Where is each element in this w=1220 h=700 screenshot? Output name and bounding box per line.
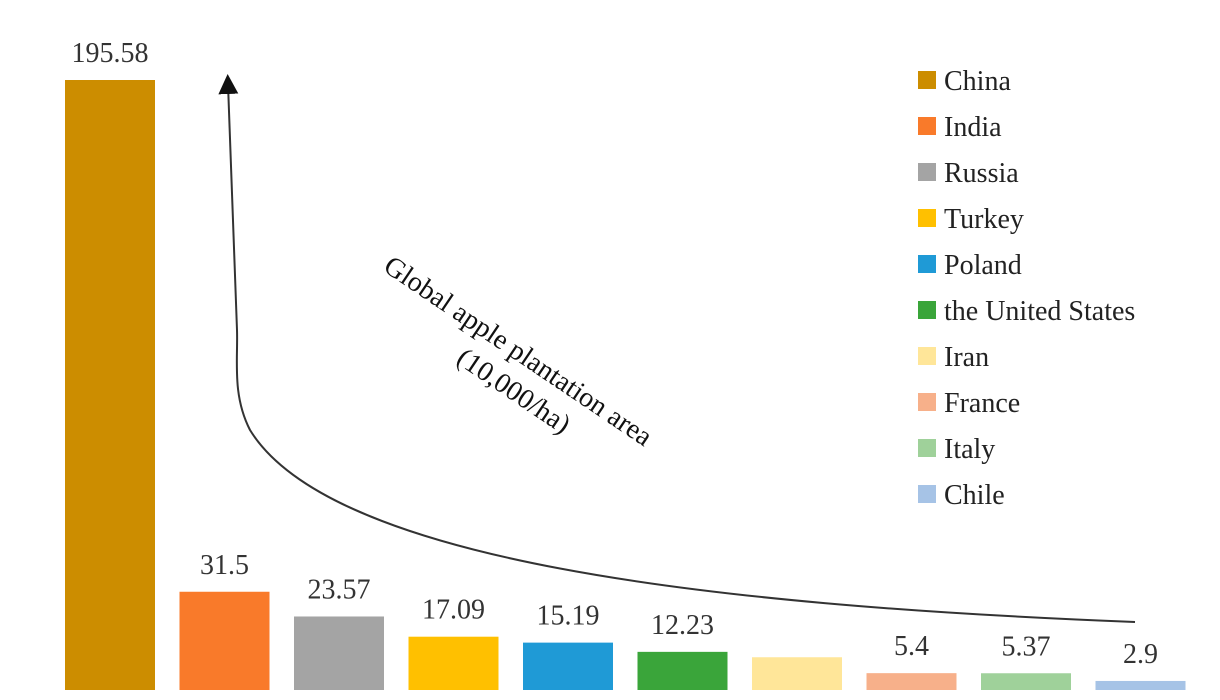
legend-swatch-india — [918, 117, 936, 135]
legend-swatch-russia — [918, 163, 936, 181]
annotation-title: Global apple plantation area — [378, 250, 658, 453]
legend-label-india: India — [944, 112, 1002, 143]
value-label-poland: 15.19 — [537, 601, 600, 632]
legend-label-chile: Chile — [944, 480, 1005, 511]
legend-swatch-france — [918, 393, 936, 411]
bar-turkey — [408, 636, 499, 690]
legend-label-poland: Poland — [944, 250, 1022, 281]
value-label-chile: 2.9 — [1123, 639, 1158, 670]
legend-swatch-the-united-states — [918, 301, 936, 319]
bar-russia — [294, 616, 384, 690]
value-label-china: 195.58 — [72, 38, 149, 69]
legend-swatch-china — [918, 71, 936, 89]
legend-label-iran: Iran — [944, 342, 989, 373]
legend-label-russia: Russia — [944, 158, 1019, 189]
bar-iran — [752, 657, 842, 690]
bar-poland — [523, 642, 613, 690]
value-label-france: 5.4 — [894, 631, 929, 662]
value-label-india: 31.5 — [200, 550, 249, 581]
legend-label-turkey: Turkey — [944, 204, 1024, 235]
value-label-italy: 5.37 — [1002, 631, 1051, 662]
legend-swatch-turkey — [918, 209, 936, 227]
bar-france — [866, 673, 957, 690]
legend-label-italy: Italy — [944, 434, 995, 465]
legend-swatch-poland — [918, 255, 936, 273]
bar-chile — [1095, 680, 1186, 690]
value-label-turkey: 17.09 — [422, 595, 485, 626]
bars-group — [65, 80, 1186, 690]
bar-india — [179, 591, 270, 690]
legend-swatch-italy — [918, 439, 936, 457]
legend: China India Russia Turkey Poland the United S… — [918, 66, 1135, 511]
legend-label-china: China — [944, 66, 1011, 97]
bar-italy — [981, 673, 1071, 690]
value-labels-group: 195.58 31.5 23.57 17.09 15.19 12.23 5.4 5.37 2.9 — [72, 38, 1159, 670]
legend-swatch-iran — [918, 347, 936, 365]
bar-the-united-states — [637, 651, 728, 690]
value-label-the-united-states: 12.23 — [651, 610, 714, 641]
legend-label-france: France — [944, 388, 1020, 419]
legend-label-the-united-states: the United States — [944, 296, 1135, 327]
bar-china — [65, 80, 155, 690]
annotation-arrow — [218, 74, 1136, 623]
legend-swatch-chile — [918, 485, 936, 503]
value-label-russia: 23.57 — [308, 574, 371, 605]
